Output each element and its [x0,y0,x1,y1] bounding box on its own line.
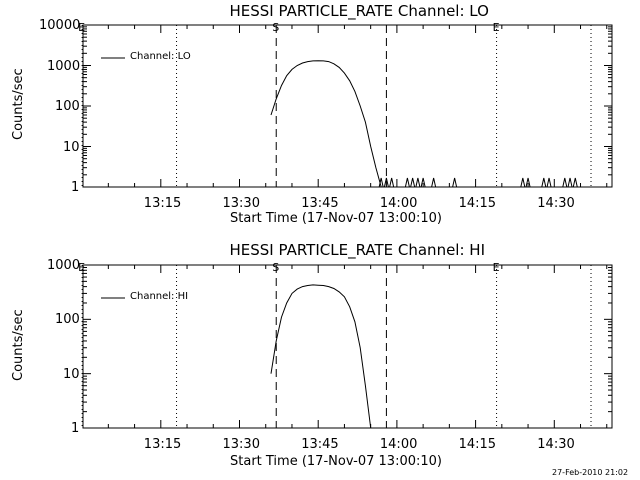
chart-title: HESSI PARTICLE_RATE Channel: LO [229,2,489,20]
chart-title: HESSI PARTICLE_RATE Channel: HI [229,241,486,259]
noise-spike [410,177,416,188]
marker-label: E [492,21,500,34]
marker-label: E [78,21,86,34]
noise-spike [452,177,458,188]
noise-spike [378,177,384,188]
y-tick-label: 10 [63,366,80,382]
x-tick-label: 13:15 [143,196,182,211]
noise-spike [572,177,578,188]
y-axis-label: Counts/sec [11,68,26,140]
noise-spike [420,177,426,188]
x-tick-label: 14:15 [458,196,497,211]
y-axis-label: Counts/sec [11,308,26,381]
marker-label: E [492,261,500,274]
x-tick-label: 13:45 [301,196,339,211]
marker-label: S [272,21,280,34]
y-tick-label: 1 [71,421,80,436]
y-tick-label: 1 [71,180,80,195]
noise-spike [525,177,531,188]
x-tick-label: 13:30 [222,196,260,211]
x-tick-label: 13:30 [222,437,260,452]
y-tick-label: 100 [55,312,80,328]
x-tick-label: 14:30 [537,196,575,211]
x-tick-label: 13:45 [301,437,339,452]
marker-label: S [272,261,280,274]
legend-label: Channel: HI [130,291,189,302]
x-axis-label: Start Time (17-Nov-07 13:00:10) [230,211,442,226]
y-tick-label: 100 [55,99,80,114]
noise-spike [541,177,547,188]
x-tick-label: 14:00 [379,437,418,452]
legend-label: Channel: LO [130,51,191,62]
y-tick-label: 10 [63,139,80,155]
noise-spike [383,177,389,188]
y-tick-label: 1000 [47,258,81,273]
noise-spike [404,177,410,188]
x-axis-label: Start Time (17-Nov-07 13:00:10) [230,454,442,469]
noise-spike [562,177,568,188]
x-tick-label: 14:15 [458,437,497,452]
plot-frame [82,264,613,429]
marker-label: E [78,261,86,274]
footer-timestamp: 27-Feb-2010 21:02 [552,468,629,477]
noise-spike [431,177,437,188]
x-tick-label: 14:30 [537,437,575,452]
y-tick-label: 10000 [39,18,81,33]
noise-spike [567,177,573,188]
series-line [270,284,372,429]
plot-frame [82,24,613,188]
noise-spike [546,177,552,188]
noise-spike [520,177,526,188]
noise-spike [389,177,395,188]
series-line [270,60,382,188]
x-tick-label: 14:00 [379,196,418,211]
y-tick-label: 1000 [47,58,81,74]
noise-spike [415,177,421,188]
x-tick-label: 13:15 [143,437,182,452]
